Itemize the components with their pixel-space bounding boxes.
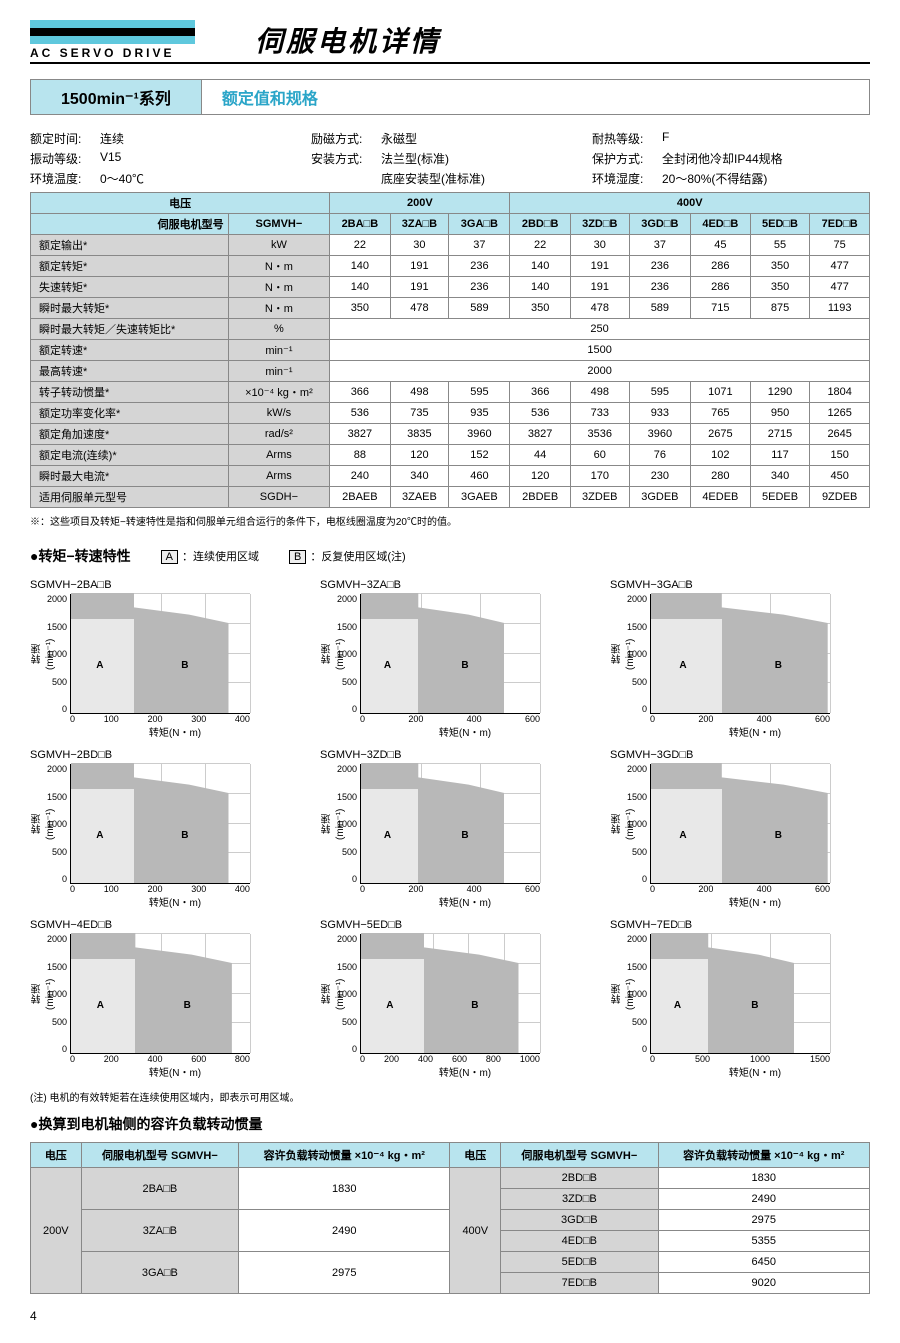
model-header: 3ZA□B xyxy=(390,214,449,235)
model-header: 3GD□B xyxy=(629,214,690,235)
page-header: AC SERVO DRIVE 伺服电机详情 xyxy=(30,20,870,64)
charts-grid: SGMVH−2BA□B 转速(min⁻¹) 2000150010005000 A… xyxy=(30,579,870,1079)
inertia-title: ●换算到电机轴侧的容许负载转动惯量 xyxy=(30,1114,870,1134)
torque-chart: SGMVH−3GA□B 转速(min⁻¹) 2000150010005000 A… xyxy=(610,579,860,739)
torque-note: (注) 电机的有效转矩若在连续使用区域内，即表示可用区域。 xyxy=(30,1089,870,1104)
model-header: 3ZD□B xyxy=(570,214,629,235)
torque-chart: SGMVH−5ED□B 转速(min⁻¹) 2000150010005000 A… xyxy=(320,919,570,1079)
torque-chart: SGMVH−3ZD□B 转速(min⁻¹) 2000150010005000 A… xyxy=(320,749,570,909)
torque-chart: SGMVH−2BD□B 转速(min⁻¹) 2000150010005000 A… xyxy=(30,749,280,909)
model-header: 2BA□B xyxy=(330,214,390,235)
spec-footnote: ※：这些项目及转矩−转速特性是指和伺服单元组合运行的条件下，电枢线圈温度为20℃… xyxy=(30,513,870,528)
model-header: 7ED□B xyxy=(810,214,870,235)
page-number: 4 xyxy=(30,1309,870,1323)
torque-chart: SGMVH−4ED□B 转速(min⁻¹) 2000150010005000 A… xyxy=(30,919,280,1079)
torque-chart: SGMVH−7ED□B 转速(min⁻¹) 2000150010005000 A… xyxy=(610,919,860,1079)
info-grid: 额定时间:连续 励磁方式:永磁型 耐热等级:F 振动等级:V15 安装方式:法兰… xyxy=(30,130,870,187)
spec-table: 电压 200V 400V 伺服电机型号 SGMVH− 2BA□B3ZA□B3GA… xyxy=(30,192,870,508)
inertia-table: 电压 伺服电机型号 SGMVH− 容许负载转动惯量 ×10⁻⁴ kg・m² 电压… xyxy=(30,1142,870,1294)
model-header: 5ED□B xyxy=(750,214,810,235)
model-header: 3GA□B xyxy=(449,214,510,235)
logo-block: AC SERVO DRIVE xyxy=(30,20,195,60)
logo-text: AC SERVO DRIVE xyxy=(30,46,195,60)
series-subtitle: 额定值和规格 xyxy=(202,79,870,115)
model-header: 4ED□B xyxy=(691,214,751,235)
series-bar: 1500min⁻¹系列 额定值和规格 xyxy=(30,79,870,115)
torque-legend: ●转矩−转速特性 A：连续使用区域 B：反复使用区域(注) xyxy=(30,538,870,574)
series-name: 1500min⁻¹系列 xyxy=(30,79,202,115)
page-title: 伺服电机详情 xyxy=(255,20,441,60)
model-header: 2BD□B xyxy=(510,214,570,235)
torque-chart: SGMVH−2BA□B 转速(min⁻¹) 2000150010005000 A… xyxy=(30,579,280,739)
torque-chart: SGMVH−3ZA□B 转速(min⁻¹) 2000150010005000 A… xyxy=(320,579,570,739)
torque-chart: SGMVH−3GD□B 转速(min⁻¹) 2000150010005000 A… xyxy=(610,749,860,909)
